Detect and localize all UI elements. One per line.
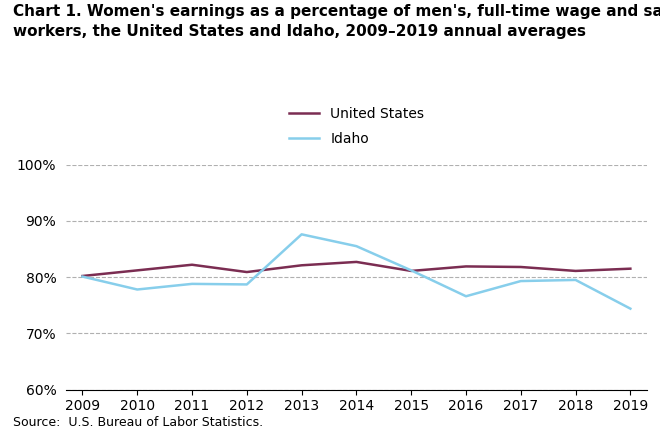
Line: Idaho: Idaho xyxy=(82,234,630,309)
Idaho xyxy=(517,278,525,284)
United States xyxy=(352,259,360,265)
United States xyxy=(462,264,470,269)
Legend: United States, Idaho: United States, Idaho xyxy=(282,100,431,153)
United States xyxy=(572,268,579,274)
United States xyxy=(79,273,86,278)
Text: Source:  U.S. Bureau of Labor Statistics.: Source: U.S. Bureau of Labor Statistics. xyxy=(13,416,263,429)
United States xyxy=(188,262,196,267)
Text: Chart 1. Women's earnings as a percentage of men's, full-time wage and salary
wo: Chart 1. Women's earnings as a percentag… xyxy=(13,4,660,39)
Idaho xyxy=(352,243,360,249)
United States xyxy=(133,268,141,273)
United States xyxy=(298,263,306,268)
United States xyxy=(626,266,634,271)
Idaho xyxy=(243,282,251,287)
Idaho xyxy=(79,274,86,279)
Idaho xyxy=(133,287,141,292)
Idaho xyxy=(572,277,579,282)
United States xyxy=(407,268,415,274)
Idaho xyxy=(462,294,470,299)
Line: United States: United States xyxy=(82,262,630,276)
Idaho xyxy=(298,232,306,237)
Idaho xyxy=(626,306,634,311)
United States xyxy=(517,265,525,270)
Idaho xyxy=(407,268,415,273)
United States xyxy=(243,269,251,275)
Idaho xyxy=(188,281,196,287)
